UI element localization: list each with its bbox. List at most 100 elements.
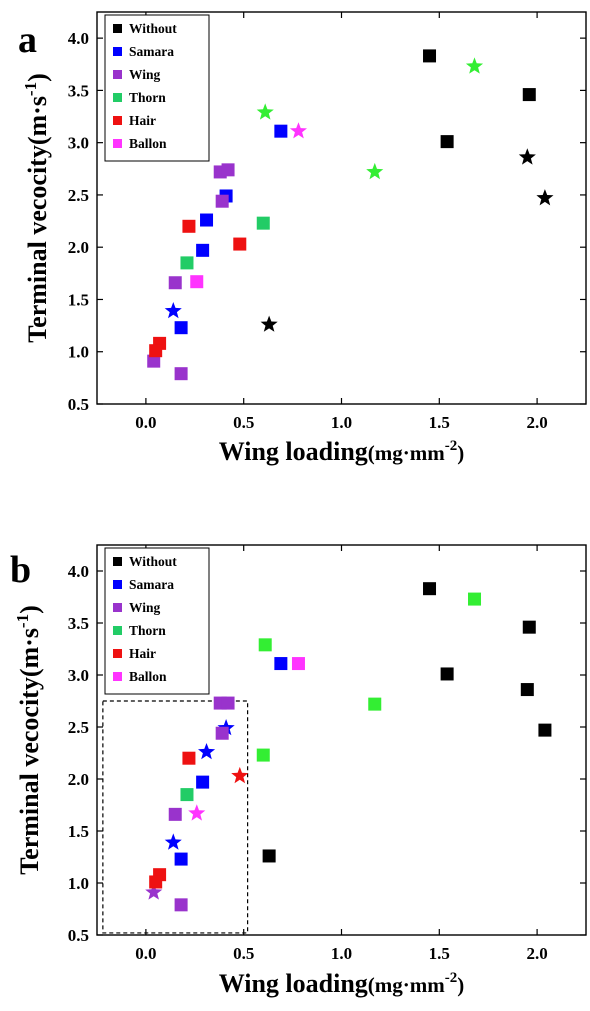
legend-label: Hair xyxy=(129,646,156,661)
x-axis-label: Wing loading xyxy=(219,969,368,998)
legend-label: Without xyxy=(129,554,177,569)
y-tick-label: 1.5 xyxy=(68,822,89,841)
legend-swatch xyxy=(113,93,122,102)
y-axis-label: Terminal vecocity xyxy=(23,145,52,343)
series-wing xyxy=(147,163,235,381)
series-hair xyxy=(149,219,247,358)
y-axis-unit-close: ) xyxy=(23,73,52,82)
data-point xyxy=(180,256,194,270)
y-tick-label: 3.5 xyxy=(68,81,89,100)
y-tick-label: 1.5 xyxy=(68,290,89,309)
y-tick-label: 0.5 xyxy=(68,926,89,945)
y-axis-unit-sup: -1 xyxy=(21,82,40,96)
data-point xyxy=(440,667,454,681)
data-point xyxy=(256,103,274,120)
data-point xyxy=(188,804,206,821)
x-axis-unit-sup: -2 xyxy=(445,970,458,986)
y-axis-title: Terminal vecocity(m·s-1) xyxy=(13,605,44,875)
data-point xyxy=(465,57,484,74)
series-thorn xyxy=(180,57,484,270)
x-axis-unit-close: ) xyxy=(457,441,464,465)
series-ballon xyxy=(190,122,307,289)
legend-swatch xyxy=(113,557,122,566)
legend-label: Thorn xyxy=(129,623,166,638)
legend-swatch xyxy=(113,139,122,148)
legend-swatch xyxy=(113,649,122,658)
x-tick-label: 0.0 xyxy=(135,413,156,432)
y-axis-unit-sup: -1 xyxy=(13,614,32,628)
data-point xyxy=(518,148,536,165)
data-point xyxy=(440,135,454,149)
legend-label: Ballon xyxy=(129,136,167,151)
data-point xyxy=(536,189,554,206)
data-point xyxy=(149,875,163,889)
data-point xyxy=(164,302,182,319)
data-point xyxy=(168,276,182,290)
data-point xyxy=(289,122,307,139)
data-point xyxy=(164,833,182,850)
data-point xyxy=(274,657,288,671)
x-axis-label: Wing loading xyxy=(219,437,368,466)
data-point xyxy=(168,807,182,821)
legend-label: Samara xyxy=(129,44,174,59)
data-point xyxy=(260,315,278,332)
legend-swatch xyxy=(113,47,122,56)
x-tick-label: 0.5 xyxy=(233,944,254,963)
data-point xyxy=(291,657,305,671)
series-hair xyxy=(149,751,249,889)
panel-b: b 0.0 0.5 1.0 1.5 2.0 0.5 1.0 1.5 2.0 2.5 3.0 3.5 4.… xyxy=(10,544,587,998)
data-point xyxy=(196,243,210,257)
legend-box xyxy=(104,14,210,162)
legend-label: Ballon xyxy=(129,669,167,684)
x-tick-label: 1.5 xyxy=(429,413,450,432)
data-point xyxy=(520,683,534,697)
data-point xyxy=(174,852,188,866)
data-point xyxy=(366,162,384,180)
y-axis-unit: (m·s xyxy=(15,628,44,677)
data-point xyxy=(256,216,270,230)
data-point xyxy=(174,898,188,912)
data-point xyxy=(149,344,163,358)
y-axis-title: Terminal vecocity(m·s-1) xyxy=(21,73,52,343)
y-tick-label: 1.0 xyxy=(68,874,89,893)
data-point xyxy=(522,88,536,102)
x-tick-label: 1.0 xyxy=(331,944,352,963)
y-axis-unit: (m·s xyxy=(23,96,52,145)
legend-label: Wing xyxy=(129,600,161,615)
legend-swatch xyxy=(113,116,122,125)
data-point xyxy=(174,321,188,335)
x-axis-unit: (mg·mm xyxy=(368,973,445,997)
series-wing xyxy=(145,696,235,912)
legend-swatch xyxy=(113,24,122,33)
legend-label: Wing xyxy=(129,67,161,82)
legend-label: Samara xyxy=(129,577,174,592)
legend-swatch xyxy=(113,70,122,79)
x-tick-label: 0.0 xyxy=(135,944,156,963)
data-point xyxy=(145,883,163,900)
y-axis-label: Terminal vecocity xyxy=(15,677,44,875)
y-axis-unit-close: ) xyxy=(15,605,44,614)
y-tick-label: 3.0 xyxy=(68,666,89,685)
data-point xyxy=(221,163,235,177)
y-tick-label: 3.5 xyxy=(68,614,89,633)
data-point xyxy=(196,775,210,789)
legend-swatch xyxy=(113,672,122,681)
legend-label: Without xyxy=(129,21,177,36)
data-point xyxy=(522,620,536,634)
data-point xyxy=(233,237,247,251)
data-point xyxy=(180,788,194,802)
legend-label: Hair xyxy=(129,113,156,128)
legend-swatch xyxy=(113,626,122,635)
x-tick-label: 1.0 xyxy=(331,413,352,432)
data-point xyxy=(200,213,214,227)
series-ballon xyxy=(188,657,305,821)
y-tick-label: 2.5 xyxy=(68,718,89,737)
data-point xyxy=(262,849,276,863)
data-point xyxy=(215,726,229,740)
data-point xyxy=(256,748,270,762)
panel-a: a 0.0 0.5 1.0 1.5 2.0 0.5 1.0 1.5 2.0 2.5 3.0 3.5 4.… xyxy=(18,11,587,466)
data-point xyxy=(538,723,552,737)
panel-letter: b xyxy=(10,549,31,591)
data-point xyxy=(468,592,482,606)
